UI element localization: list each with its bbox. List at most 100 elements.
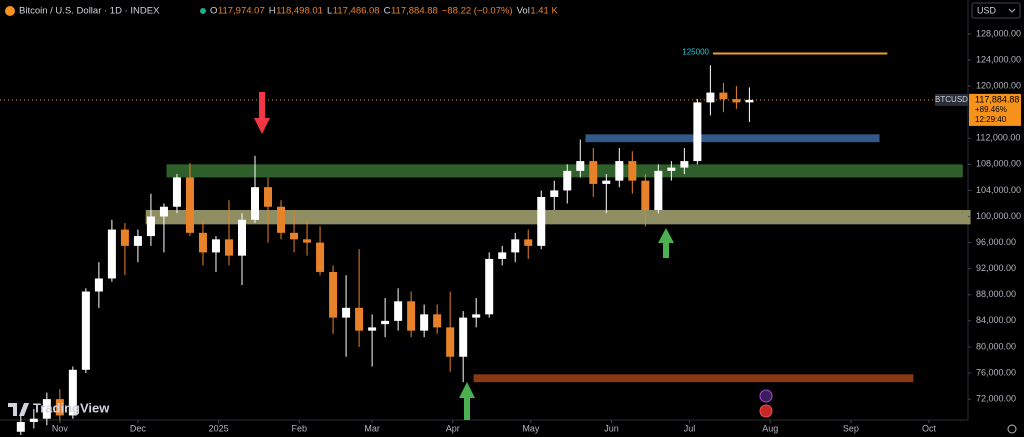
price-tag-change: +89.46% xyxy=(975,105,1007,114)
brand-name: TradingView xyxy=(33,400,110,415)
candle-body xyxy=(185,177,194,233)
zone xyxy=(473,374,914,383)
candle-body xyxy=(94,278,103,292)
x-tick-label: Jul xyxy=(684,423,696,433)
candle-body xyxy=(316,242,325,272)
symbol-title: Bitcoin / U.S. Dollar · 1D · INDEX xyxy=(19,6,160,17)
candle-body xyxy=(459,317,468,357)
y-tick-label: 96,000.00 xyxy=(976,237,1016,247)
price-tag xyxy=(969,93,1021,126)
candle-body xyxy=(355,307,364,331)
candle-body xyxy=(550,190,559,197)
candle-body xyxy=(732,99,741,103)
legend-close-label: C xyxy=(384,6,391,17)
candle-body xyxy=(146,216,155,237)
candle-body xyxy=(16,421,25,432)
currency-button[interactable] xyxy=(971,2,1021,19)
candle-body xyxy=(654,170,663,210)
y-tick-label: 84,000.00 xyxy=(976,315,1016,325)
candle-body xyxy=(107,229,116,279)
candle-body xyxy=(55,399,64,416)
candle-body xyxy=(641,180,650,210)
candle-body xyxy=(602,180,611,184)
y-tick-label: 80,000.00 xyxy=(976,341,1016,351)
candle-body xyxy=(42,399,51,419)
candle-body xyxy=(303,239,312,243)
candle-body xyxy=(381,320,390,325)
candle-body xyxy=(68,369,77,416)
candle-body xyxy=(537,196,546,246)
symbol-icon xyxy=(5,6,15,16)
candle-body xyxy=(511,239,520,253)
zone xyxy=(585,134,880,143)
candle-body xyxy=(394,301,403,321)
brand-logo xyxy=(8,403,29,416)
event-icon[interactable] xyxy=(759,404,773,418)
candle-body xyxy=(368,327,377,331)
y-tick-label: 88,000.00 xyxy=(976,289,1016,299)
x-tick-label: Aug xyxy=(762,423,778,433)
legend-high: 118,498.01 xyxy=(276,6,323,17)
candle-body xyxy=(472,314,481,318)
plot-area: 125000 xyxy=(0,48,971,435)
candle-body xyxy=(159,206,168,217)
y-tick-label: 120,000.00 xyxy=(976,80,1021,90)
event-icon[interactable] xyxy=(759,389,773,403)
symbol-tag-text: BTCUSD xyxy=(935,95,968,104)
green-arrow xyxy=(658,228,674,258)
candle-body xyxy=(198,232,207,253)
legend-volume-label: Vol xyxy=(517,6,530,17)
y-tick-label: 72,000.00 xyxy=(976,394,1016,404)
candle-body xyxy=(211,239,220,253)
candle-body xyxy=(277,206,286,233)
x-tick-label: Dec xyxy=(130,423,147,433)
candle-body xyxy=(680,161,689,168)
candle-body xyxy=(745,99,754,103)
x-tick-label: Apr xyxy=(446,423,460,433)
candle-body xyxy=(667,167,676,171)
y-tick-label: 112,000.00 xyxy=(976,133,1020,143)
y-tick-label: 76,000.00 xyxy=(976,367,1016,377)
candle-body xyxy=(498,252,507,259)
candle-body xyxy=(563,170,572,191)
legend-low-label: L xyxy=(327,6,332,17)
x-tick-label: Oct xyxy=(922,423,937,433)
ohlc-legend: O 117,974.07 H 118,498.01 L 117,486.08 C 117,88… xyxy=(210,6,558,17)
candle-body xyxy=(224,239,233,256)
market-status xyxy=(200,8,206,14)
green-arrow xyxy=(459,382,475,420)
settings-button[interactable] xyxy=(1007,424,1017,434)
candle-body xyxy=(120,229,129,246)
x-tick-label: Jun xyxy=(604,423,619,433)
candle-body xyxy=(264,187,273,207)
y-tick-label: 92,000.00 xyxy=(976,263,1016,273)
legend-high-label: H xyxy=(269,6,276,17)
candle-body xyxy=(524,239,533,246)
level-label: 125000 xyxy=(682,48,709,57)
candle-body xyxy=(133,236,142,246)
candle-body xyxy=(693,102,702,162)
candle-body xyxy=(251,187,260,220)
symbol-tag xyxy=(935,93,968,106)
candle-body xyxy=(615,161,624,181)
candle-body xyxy=(446,327,455,357)
candle-body xyxy=(81,291,90,370)
y-tick-label: 100,000.00 xyxy=(976,211,1021,221)
candle-body xyxy=(329,271,338,318)
x-tick-label: May xyxy=(522,423,540,433)
candle-body xyxy=(706,92,715,103)
candle-body xyxy=(485,258,494,315)
y-tick-label: 104,000.00 xyxy=(976,185,1021,195)
candle-body xyxy=(628,161,637,181)
legend-open-label: O xyxy=(210,6,217,17)
x-tick-label: 2025 xyxy=(209,423,229,433)
candle-body xyxy=(407,301,416,331)
candle-body xyxy=(719,92,728,100)
x-tick-label: Sep xyxy=(843,423,859,433)
candle-body xyxy=(589,161,598,184)
y-tick-label: 108,000.00 xyxy=(976,159,1021,169)
candle-body xyxy=(29,418,38,422)
x-tick-label: Feb xyxy=(291,423,307,433)
candle-body xyxy=(576,161,585,171)
